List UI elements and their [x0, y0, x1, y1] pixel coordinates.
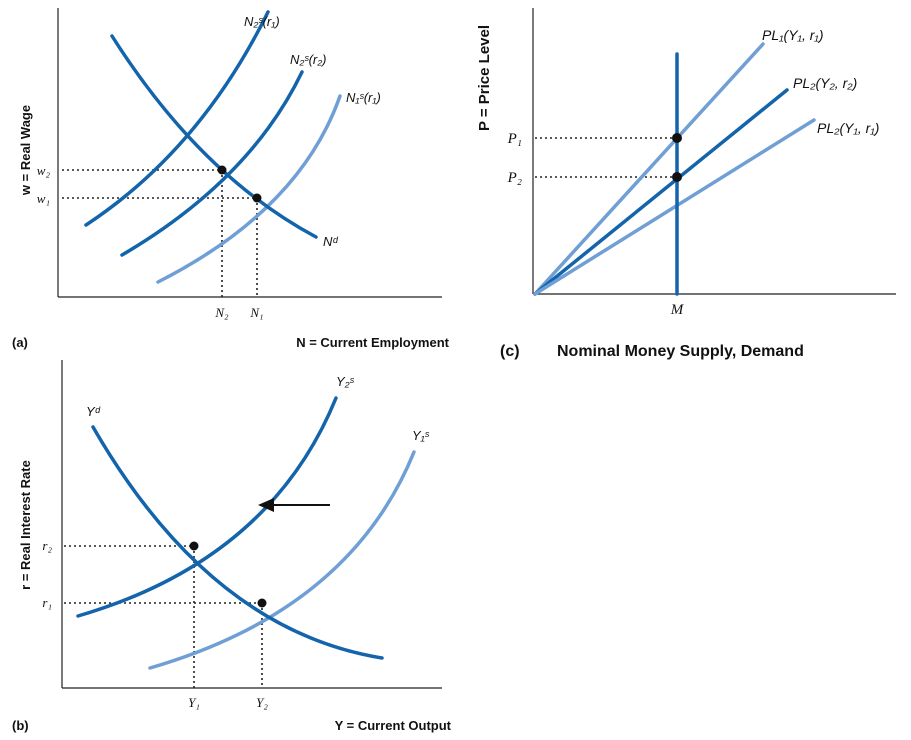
panel-b-y-axis-label: r = Real Interest Rate — [18, 460, 33, 590]
panel-a-y-axis-label: w = Real Wage — [18, 105, 33, 196]
panel-b-label-ys2: Y₂ˢ — [336, 374, 355, 389]
panel-b: r = Real Interest Rate Y = Current Outpu… — [12, 360, 452, 733]
panel-b-label-yd: Yᵈ — [86, 404, 101, 419]
panel-a: w = Real Wage N = Current Employment (a)… — [12, 8, 450, 350]
panel-c-pl1-line — [533, 42, 765, 296]
panel-c-label-pl2-y2r2: PL₂(Y₂, r₂) — [793, 75, 857, 91]
panel-b-shift-arrow-head — [258, 498, 274, 512]
panel-a-label-ns2-r2: N₂ˢ(r₂) — [290, 52, 327, 67]
panel-b-label-ys1: Y₁ˢ — [412, 428, 430, 443]
panel-a-tick-w1: w₁ — [37, 191, 50, 206]
panel-b-yd-curve — [91, 425, 384, 660]
panel-a-label-ns2-r1: N₂ˢ(r₁) — [244, 14, 280, 29]
panel-a-equilibrium-1 — [252, 193, 262, 203]
panel-b-tick-y2: Y₂ — [256, 695, 268, 710]
panel-b-ys1-curve — [148, 450, 416, 670]
panel-a-label-nd: Nᵈ — [323, 234, 338, 249]
panel-a-ns2-r2-curve — [120, 70, 304, 257]
panel-a-x-axis-label: N = Current Employment — [296, 335, 449, 350]
panel-b-equilibrium-2 — [189, 541, 199, 551]
panel-a-ns2-r1-curve — [84, 10, 270, 227]
panel-c-label-pl2-y1r1: PL₂(Y₁, r₁) — [817, 120, 879, 136]
panel-a-tag: (a) — [12, 335, 28, 350]
panel-c-point-p1 — [672, 133, 682, 143]
panel-c-tick-p2: P₂ — [507, 170, 522, 186]
panel-b-ys2-curve — [76, 396, 338, 618]
panel-b-tick-y1: Y₁ — [188, 695, 200, 710]
panel-c-point-p2 — [672, 172, 682, 182]
panel-b-x-axis-label: Y = Current Output — [335, 718, 452, 733]
panel-c-label-pl1: PL₁(Y₁, r₁) — [762, 27, 823, 43]
panel-c-pl2-y2r2-line — [533, 88, 789, 296]
panel-b-tick-r1: r₁ — [42, 595, 52, 610]
panel-b-tag: (b) — [12, 718, 29, 733]
panel-a-ns1-r1-curve — [156, 94, 342, 284]
panel-c: P = Price Level (c) Nominal Money Supply… — [476, 8, 896, 360]
panel-a-equilibrium-2 — [217, 165, 227, 175]
panel-c-caption: Nominal Money Supply, Demand — [557, 343, 804, 360]
panel-a-tick-n2: N₂ — [214, 305, 229, 320]
panel-a-tick-n1: N₁ — [249, 305, 263, 320]
panel-c-tick-p1: P₁ — [507, 131, 522, 147]
panel-c-y-axis-label: P = Price Level — [476, 25, 493, 131]
panel-c-tick-m: M — [670, 302, 685, 318]
panel-b-equilibrium-1 — [257, 598, 267, 608]
panel-c-tag: (c) — [500, 343, 520, 360]
panel-a-tick-w2: w₂ — [37, 163, 51, 178]
panel-c-pl2-y1r1-line — [533, 118, 816, 296]
panel-a-label-ns1-r1: N₁ˢ(r₁) — [346, 90, 381, 105]
panel-a-nd-curve — [110, 34, 318, 239]
panel-b-tick-r2: r₂ — [42, 538, 52, 553]
